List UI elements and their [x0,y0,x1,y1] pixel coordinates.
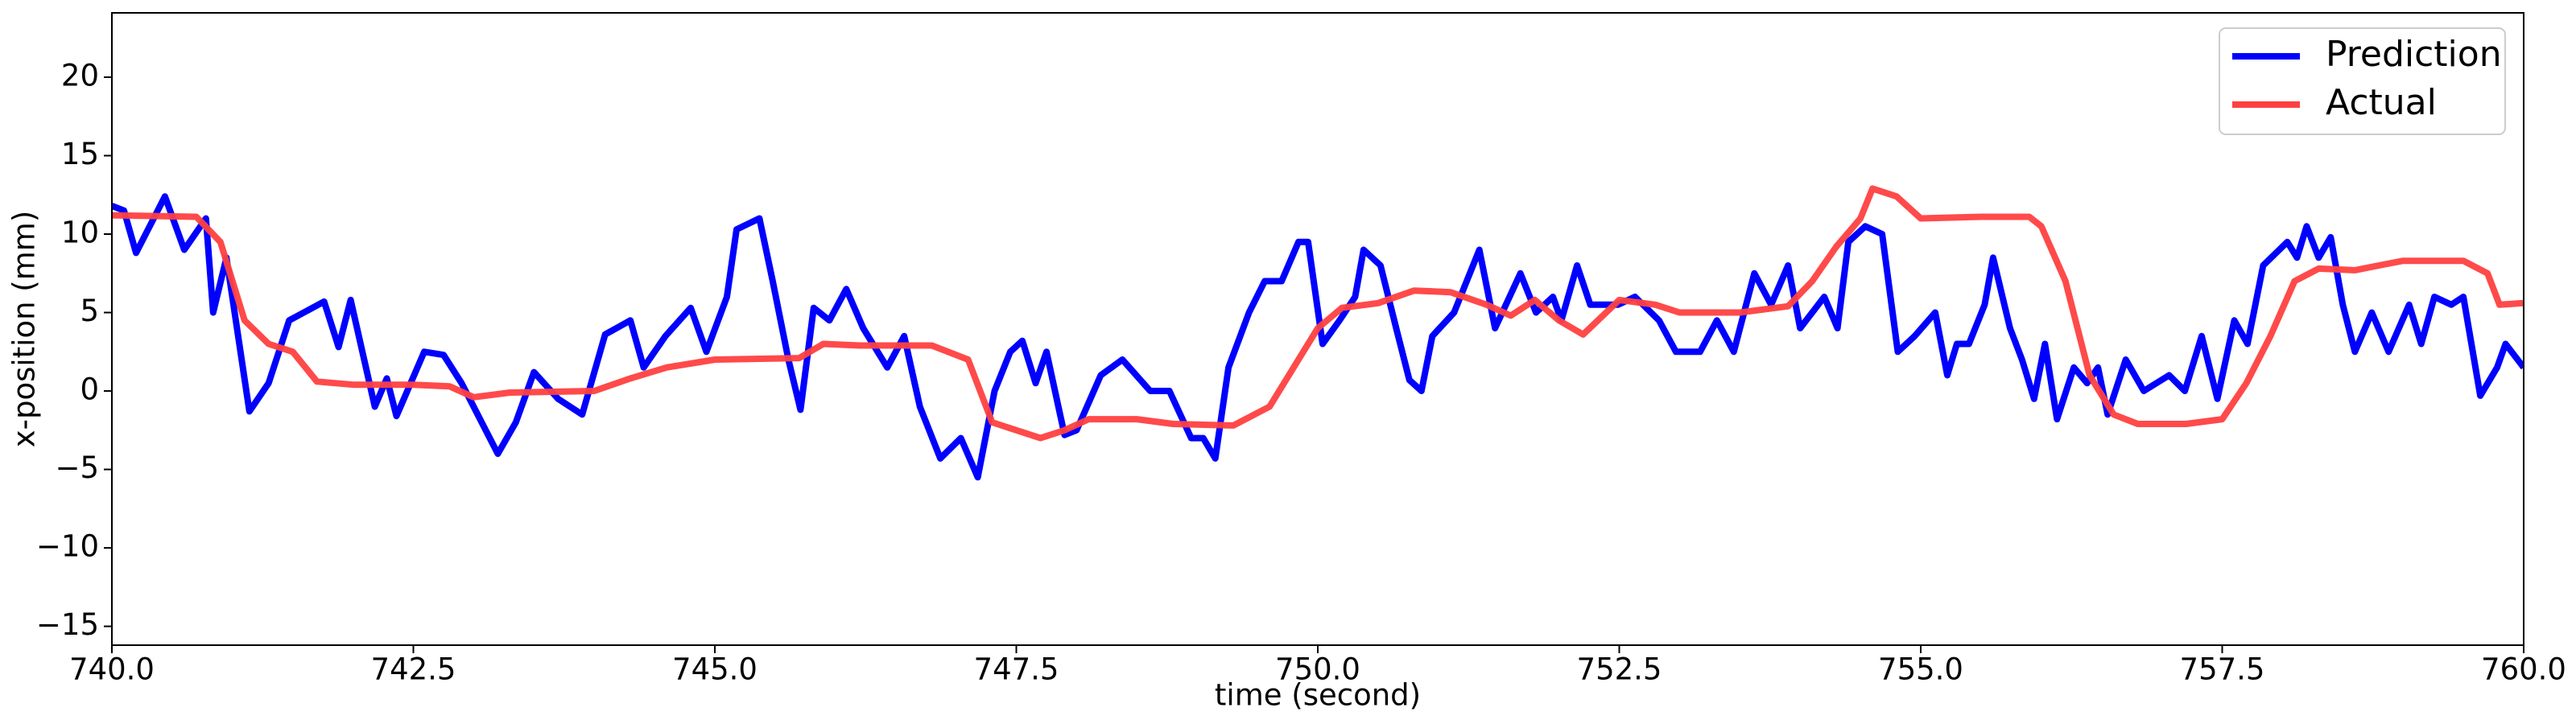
x-tick-label: 752.5 [1577,652,1662,687]
y-tick-label: 20 [61,58,99,93]
x-tick-label: 747.5 [974,652,1059,687]
legend-label: Actual [2326,82,2437,123]
x-axis-label: time (second) [1215,678,1421,713]
y-tick-label: 10 [61,216,99,250]
x-tick-label: 755.0 [1878,652,1963,687]
x-tick-label: 757.5 [2180,652,2265,687]
y-axis-label: x-position (mm) [7,211,42,448]
x-tick-label: 745.0 [672,652,758,687]
x-tick-label: 750.0 [1275,652,1360,687]
y-tick-label: −5 [55,450,99,485]
y-tick-label: 5 [80,294,99,328]
x-tick-label: 740.0 [69,652,155,687]
y-tick-label: −15 [36,607,99,642]
x-tick-label: 760.0 [2481,652,2566,687]
y-tick-label: 15 [61,137,99,171]
series-line [112,185,2524,442]
x-tick-label: 742.5 [371,652,456,687]
y-tick-label: −10 [36,529,99,564]
plot-lines [112,185,2524,481]
y-tick-label: 0 [80,372,99,407]
legend-label: Prediction [2326,34,2502,75]
series-line [112,193,2524,481]
plot-frame [111,12,2524,646]
